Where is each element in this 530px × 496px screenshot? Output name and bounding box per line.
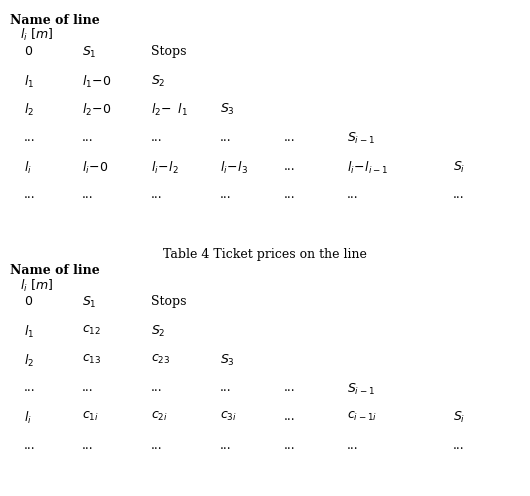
Text: ...: ... (151, 381, 163, 394)
Text: ...: ... (220, 439, 232, 452)
Text: ...: ... (151, 439, 163, 452)
Text: $S_3$: $S_3$ (220, 102, 235, 117)
Text: $S_1$: $S_1$ (82, 45, 97, 60)
Text: ...: ... (24, 439, 36, 452)
Text: $S_i$: $S_i$ (453, 160, 465, 175)
Text: ...: ... (453, 188, 465, 201)
Text: $c_{12}$: $c_{12}$ (82, 324, 101, 337)
Text: $l_i$: $l_i$ (24, 410, 32, 426)
Text: $c_{i-1i}$: $c_{i-1i}$ (347, 410, 377, 423)
Text: ...: ... (82, 381, 94, 394)
Text: $0$: $0$ (24, 45, 33, 58)
Text: ...: ... (453, 439, 465, 452)
Text: $l_i\!-\!l_3$: $l_i\!-\!l_3$ (220, 160, 248, 176)
Text: $c_{1i}$: $c_{1i}$ (82, 410, 99, 423)
Text: $S_1$: $S_1$ (82, 295, 97, 310)
Text: $l_i\!-\!l_{i-1}$: $l_i\!-\!l_{i-1}$ (347, 160, 388, 176)
Text: ...: ... (82, 188, 94, 201)
Text: $l_2$: $l_2$ (24, 102, 34, 118)
Text: Name of line: Name of line (10, 264, 99, 277)
Text: $c_{3i}$: $c_{3i}$ (220, 410, 237, 423)
Text: $l_i\ [m]$: $l_i\ [m]$ (20, 27, 54, 43)
Text: $0$: $0$ (24, 295, 33, 308)
Text: $l_i\!-\!l_2$: $l_i\!-\!l_2$ (151, 160, 179, 176)
Text: $l_i$: $l_i$ (24, 160, 32, 176)
Text: $c_{13}$: $c_{13}$ (82, 353, 101, 366)
Text: $l_1$: $l_1$ (24, 73, 34, 89)
Text: $S_3$: $S_3$ (220, 353, 235, 368)
Text: $S_2$: $S_2$ (151, 324, 165, 339)
Text: ...: ... (151, 188, 163, 201)
Text: $l_2\!-\ l_1$: $l_2\!-\ l_1$ (151, 102, 188, 118)
Text: ...: ... (284, 410, 295, 423)
Text: ...: ... (284, 131, 295, 144)
Text: Table 4 Ticket prices on the line: Table 4 Ticket prices on the line (163, 248, 367, 261)
Text: $l_2$: $l_2$ (24, 353, 34, 369)
Text: ...: ... (284, 160, 295, 173)
Text: ...: ... (24, 381, 36, 394)
Text: ...: ... (284, 381, 295, 394)
Text: $S_2$: $S_2$ (151, 73, 165, 88)
Text: ...: ... (347, 439, 359, 452)
Text: $S_{i-1}$: $S_{i-1}$ (347, 131, 375, 146)
Text: ...: ... (284, 188, 295, 201)
Text: $S_{i-1}$: $S_{i-1}$ (347, 381, 375, 396)
Text: ...: ... (151, 131, 163, 144)
Text: ...: ... (347, 188, 359, 201)
Text: Name of line: Name of line (10, 14, 99, 27)
Text: ...: ... (24, 188, 36, 201)
Text: ...: ... (284, 439, 295, 452)
Text: $c_{23}$: $c_{23}$ (151, 353, 170, 366)
Text: ...: ... (220, 381, 232, 394)
Text: ...: ... (220, 131, 232, 144)
Text: ...: ... (82, 131, 94, 144)
Text: $l_2\!-\!0$: $l_2\!-\!0$ (82, 102, 112, 118)
Text: $S_i$: $S_i$ (453, 410, 465, 425)
Text: ...: ... (82, 439, 94, 452)
Text: ...: ... (24, 131, 36, 144)
Text: $c_{2i}$: $c_{2i}$ (151, 410, 168, 423)
Text: ...: ... (220, 188, 232, 201)
Text: $l_1$: $l_1$ (24, 324, 34, 340)
Text: $l_1\!-\!0$: $l_1\!-\!0$ (82, 73, 112, 89)
Text: Stops: Stops (151, 295, 187, 308)
Text: $l_i\ [m]$: $l_i\ [m]$ (20, 278, 54, 294)
Text: $l_i\!-\!0$: $l_i\!-\!0$ (82, 160, 109, 176)
Text: Stops: Stops (151, 45, 187, 58)
